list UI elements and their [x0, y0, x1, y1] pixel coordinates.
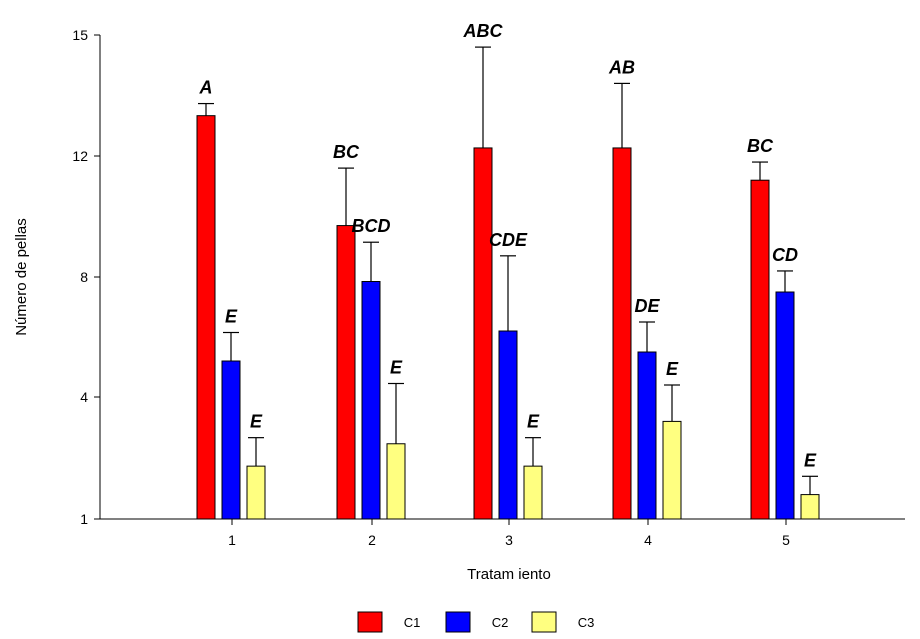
- significance-label: CD: [772, 245, 798, 265]
- x-tick-label: 3: [505, 532, 513, 548]
- x-axis-title: Tratam iento: [467, 566, 551, 583]
- significance-label: AB: [608, 57, 635, 77]
- y-tick-label: 15: [72, 27, 88, 43]
- significance-label: E: [250, 412, 263, 432]
- legend-label: C2: [492, 615, 509, 630]
- y-tick-label: 8: [80, 269, 88, 285]
- bar-c1-5: [750, 179, 770, 520]
- significance-label: ABC: [463, 21, 504, 41]
- legend-label: C1: [404, 615, 421, 630]
- bar-c2-1: [221, 360, 241, 520]
- x-tick-label: 4: [644, 532, 652, 548]
- y-tick-label: 1: [80, 511, 88, 527]
- x-tick-label: 5: [782, 532, 790, 548]
- legend: C1 C2 C3: [357, 611, 595, 633]
- bar-c3-5: [800, 494, 820, 520]
- legend-swatch-c3: [531, 611, 557, 633]
- bar-c1-3: [473, 147, 493, 520]
- legend-swatch-c2: [445, 611, 471, 633]
- significance-label: BC: [333, 142, 360, 162]
- bar-c2-5: [775, 291, 795, 520]
- bar-c1-1: [196, 115, 216, 520]
- significance-label: CDE: [489, 230, 528, 250]
- bar-c1-2: [336, 225, 356, 520]
- x-tick-label: 2: [368, 532, 376, 548]
- y-tick-label: 12: [72, 148, 88, 164]
- bar-c2-2: [361, 281, 381, 520]
- significance-label: BCD: [352, 216, 391, 236]
- legend-swatch-c1: [357, 611, 383, 633]
- significance-label: E: [666, 359, 679, 379]
- y-axis-ticks: 1 4 8 12 15: [72, 27, 100, 527]
- bar-c3-2: [386, 443, 406, 520]
- legend-label: C3: [578, 615, 595, 630]
- significance-label: E: [527, 412, 540, 432]
- bar-c2-4: [637, 351, 657, 520]
- significance-label: BC: [747, 136, 774, 156]
- y-tick-label: 4: [80, 389, 88, 405]
- bar-c2-3: [498, 330, 518, 520]
- bar-c3-4: [662, 420, 682, 520]
- significance-label: DE: [634, 296, 660, 316]
- bar-c3-1: [246, 465, 266, 520]
- bar-c1-4: [612, 147, 632, 520]
- significance-label: E: [225, 307, 238, 327]
- significance-label: A: [199, 78, 213, 98]
- bar-c3-3: [523, 465, 543, 520]
- significance-label: E: [390, 358, 403, 378]
- y-axis-title: Número de pellas: [13, 218, 30, 336]
- significance-label: E: [804, 450, 817, 470]
- x-axis-ticks: 1 2 3 4 5: [228, 519, 790, 548]
- x-tick-label: 1: [228, 532, 236, 548]
